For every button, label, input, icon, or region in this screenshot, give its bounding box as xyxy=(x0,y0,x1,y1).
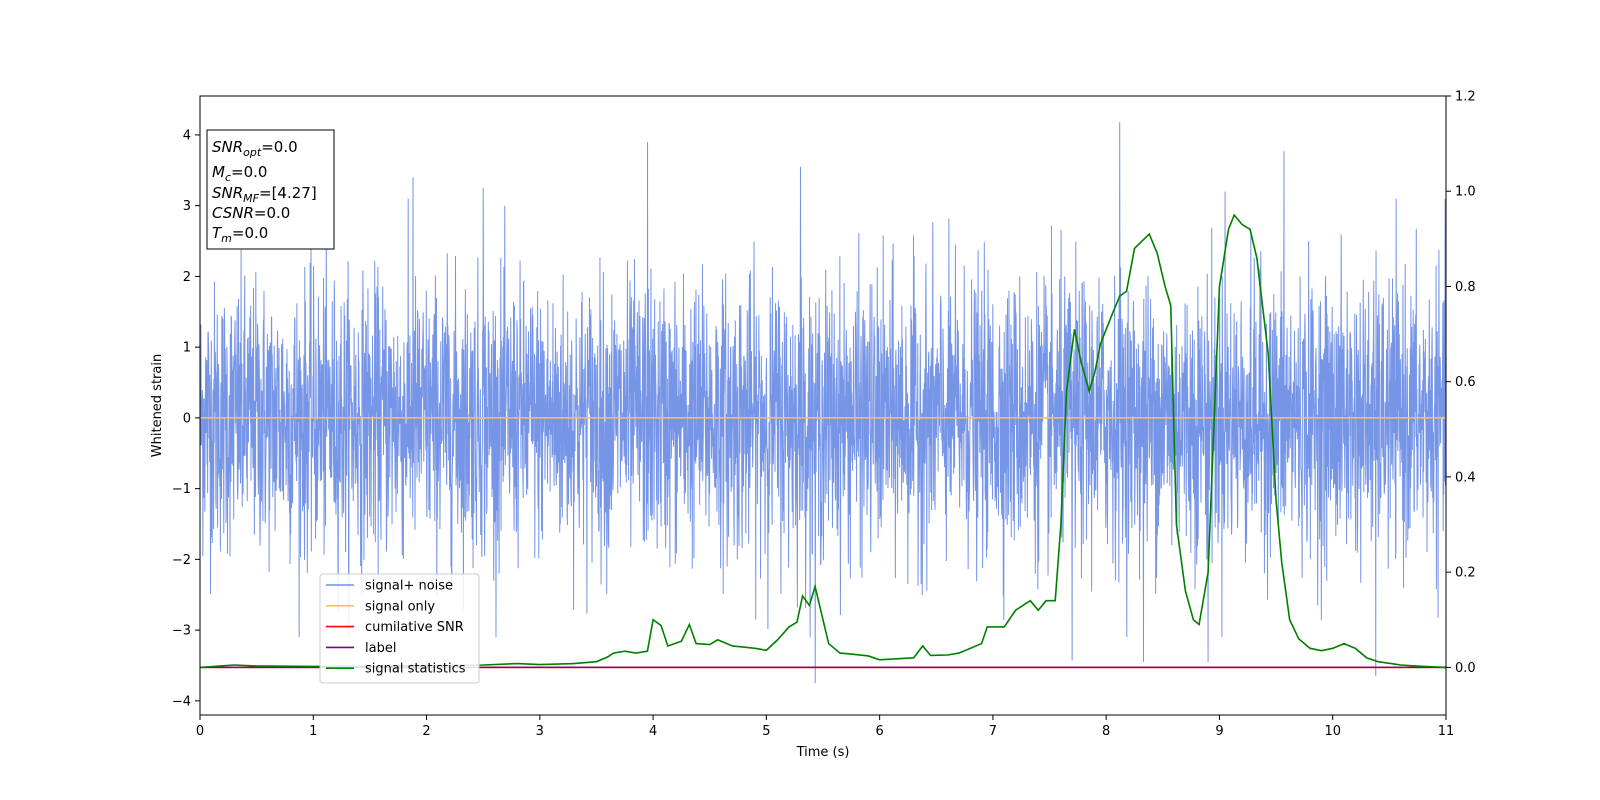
x-tick-label: 10 xyxy=(1324,724,1341,739)
y2-tick-label: 0.4 xyxy=(1455,470,1476,485)
y2-tick-label: 1.0 xyxy=(1455,185,1476,200)
y-axis-ticks: −4 −3 −2 −1 0 1 2 3 4 xyxy=(172,128,200,709)
info-box-line: CSNR=0.0 xyxy=(212,204,290,222)
info-box-line: SNRMF=[4.27] xyxy=(212,184,317,205)
info-box-line: SNRopt=0.0 xyxy=(212,138,298,159)
x-tick-label: 3 xyxy=(536,724,544,739)
x-tick-label: 0 xyxy=(196,724,204,739)
y2-tick-label: 1.2 xyxy=(1455,90,1476,105)
signal-noise-line xyxy=(199,122,1447,684)
legend-entry-label: signal statistics xyxy=(365,662,466,677)
x-tick-label: 1 xyxy=(309,724,317,739)
y-tick-label: 2 xyxy=(183,270,191,285)
x-tick-label: 11 xyxy=(1438,724,1455,739)
x-axis-label: Time (s) xyxy=(796,745,850,760)
info-box-line: Mc=0.0 xyxy=(212,163,267,184)
x-tick-label: 7 xyxy=(989,724,997,739)
series-line-signal-statistics xyxy=(199,213,1447,669)
y2-axis-ticks: 0.0 0.2 0.4 0.6 0.8 1.0 1.2 xyxy=(1446,90,1476,676)
y-tick-label: 4 xyxy=(183,128,191,143)
x-tick-label: 2 xyxy=(422,724,430,739)
y-tick-label: 0 xyxy=(183,411,191,426)
legend-frame xyxy=(319,573,480,684)
x-tick-label: 8 xyxy=(1102,724,1110,739)
x-tick-label: 6 xyxy=(875,724,883,739)
y-tick-label: 1 xyxy=(183,341,191,356)
legend-entry-label: label xyxy=(365,641,396,656)
y2-tick-label: 0.6 xyxy=(1455,375,1476,390)
x-tick-label: 4 xyxy=(649,724,657,739)
signal-noise-series xyxy=(199,122,1447,684)
plot-frame xyxy=(199,95,1447,716)
y-tick-label: −4 xyxy=(172,694,191,709)
legend-entry-label: signal only xyxy=(365,599,435,614)
y-tick-label: −3 xyxy=(172,624,191,639)
legend-entry-label: cumilative SNR xyxy=(365,620,464,635)
y-tick-label: 3 xyxy=(183,199,191,214)
legend-entry-label: signal+ noise xyxy=(365,579,453,594)
y2-tick-label: 0.2 xyxy=(1455,566,1476,581)
x-axis-ticks: 0 1 2 3 4 5 6 7 8 9 10 11 xyxy=(196,715,1454,739)
y-axis-label: Whitened strain xyxy=(150,354,165,457)
x-tick-label: 5 xyxy=(762,724,770,739)
y-tick-label: −1 xyxy=(172,482,191,497)
info-box-line: Tm=0.0 xyxy=(212,224,268,245)
x-tick-label: 9 xyxy=(1215,724,1223,739)
y2-tick-label: 0.0 xyxy=(1455,661,1476,676)
y2-tick-label: 0.8 xyxy=(1455,280,1476,295)
legend: signal+ noise signal only cumilative SNR la… xyxy=(319,573,480,684)
y-tick-label: −2 xyxy=(172,553,191,568)
info-box-frame xyxy=(206,129,335,250)
